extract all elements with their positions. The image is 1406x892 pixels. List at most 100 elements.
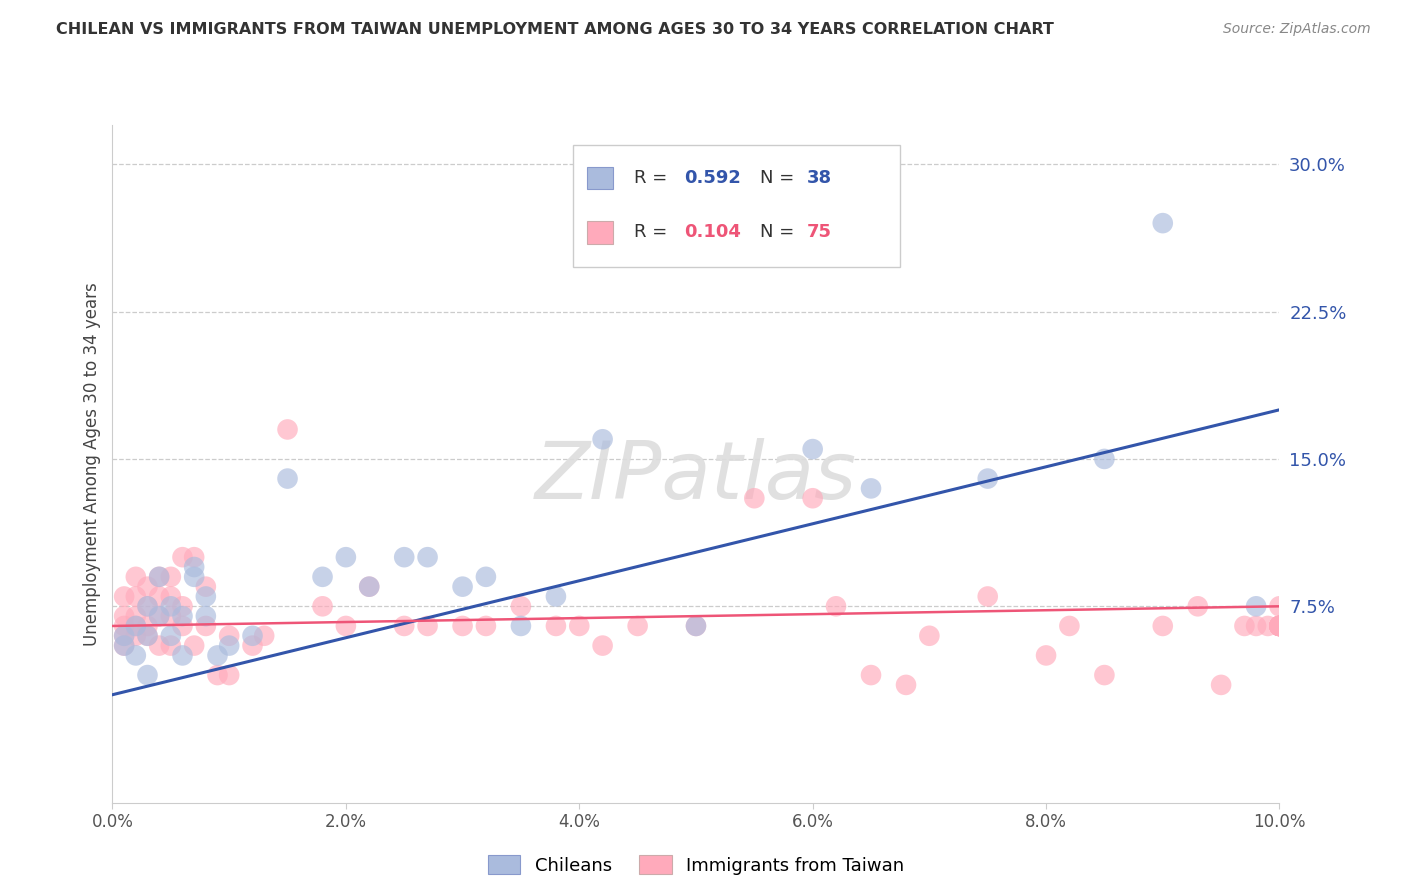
Point [416, 619, 439, 633]
Point [801, 442, 824, 456]
Point [112, 629, 135, 643]
Point [136, 599, 159, 614]
Point [685, 619, 707, 633]
Point [1092, 668, 1115, 682]
Point [125, 648, 148, 663]
Point [183, 570, 205, 584]
Point [148, 609, 170, 624]
Point [1268, 619, 1291, 633]
Point [242, 639, 264, 653]
Point [148, 609, 170, 624]
Point [218, 639, 240, 653]
Point [568, 619, 591, 633]
Y-axis label: Unemployment Among Ages 30 to 34 years: Unemployment Among Ages 30 to 34 years [83, 282, 101, 646]
Point [359, 580, 381, 594]
Point [112, 629, 135, 643]
Point [253, 629, 276, 643]
Point [416, 550, 439, 565]
Point [392, 550, 416, 565]
Point [451, 580, 474, 594]
Point [276, 422, 298, 436]
Point [1233, 619, 1256, 633]
FancyBboxPatch shape [588, 167, 613, 189]
Point [1268, 619, 1291, 633]
Text: R =: R = [634, 223, 673, 241]
Point [894, 678, 917, 692]
Point [136, 668, 159, 682]
Point [1092, 451, 1115, 466]
Text: N =: N = [761, 169, 800, 186]
Point [172, 599, 194, 614]
Point [544, 619, 567, 633]
Point [125, 619, 148, 633]
Point [136, 580, 159, 594]
Point [148, 590, 170, 604]
Point [976, 590, 998, 604]
Point [160, 639, 183, 653]
Point [626, 619, 648, 633]
Point [859, 668, 883, 682]
Point [1059, 619, 1081, 633]
Point [685, 619, 707, 633]
Text: N =: N = [761, 223, 800, 241]
Text: 0.592: 0.592 [685, 169, 741, 186]
Point [136, 599, 159, 614]
Point [1268, 619, 1291, 633]
Point [136, 629, 159, 643]
Point [276, 472, 298, 486]
Point [125, 570, 148, 584]
FancyBboxPatch shape [588, 221, 613, 244]
Point [359, 580, 381, 594]
Point [194, 619, 217, 633]
Point [1209, 678, 1232, 692]
Point [112, 639, 135, 653]
Point [183, 639, 205, 653]
Point [112, 639, 135, 653]
Point [112, 590, 135, 604]
FancyBboxPatch shape [574, 145, 900, 268]
Point [125, 609, 148, 624]
Point [1152, 619, 1174, 633]
Point [183, 550, 205, 565]
Point [976, 472, 998, 486]
Point [825, 599, 848, 614]
Point [172, 619, 194, 633]
Text: R =: R = [634, 169, 673, 186]
Point [544, 590, 567, 604]
Text: 38: 38 [807, 169, 832, 186]
Text: CHILEAN VS IMMIGRANTS FROM TAIWAN UNEMPLOYMENT AMONG AGES 30 TO 34 YEARS CORRELA: CHILEAN VS IMMIGRANTS FROM TAIWAN UNEMPL… [56, 22, 1054, 37]
Point [136, 619, 159, 633]
Text: Source: ZipAtlas.com: Source: ZipAtlas.com [1223, 22, 1371, 37]
Point [218, 629, 240, 643]
Point [1268, 619, 1291, 633]
Point [1187, 599, 1209, 614]
Point [194, 609, 217, 624]
Point [1268, 619, 1291, 633]
Point [194, 580, 217, 594]
Point [125, 619, 148, 633]
Point [475, 619, 498, 633]
Point [918, 629, 941, 643]
Point [311, 599, 333, 614]
Point [160, 629, 183, 643]
Point [451, 619, 474, 633]
Point [742, 491, 765, 506]
Point [148, 639, 170, 653]
Point [335, 550, 357, 565]
Point [311, 570, 333, 584]
Point [160, 599, 183, 614]
Point [1268, 619, 1291, 633]
Point [1257, 619, 1279, 633]
Point [392, 619, 416, 633]
Point [242, 629, 264, 643]
Text: ZIPatlas: ZIPatlas [534, 438, 858, 516]
Point [125, 629, 148, 643]
Point [801, 491, 824, 506]
Point [112, 619, 135, 633]
Point [218, 668, 240, 682]
Point [160, 570, 183, 584]
Point [509, 599, 531, 614]
Point [207, 668, 229, 682]
Point [125, 590, 148, 604]
Point [1268, 599, 1291, 614]
